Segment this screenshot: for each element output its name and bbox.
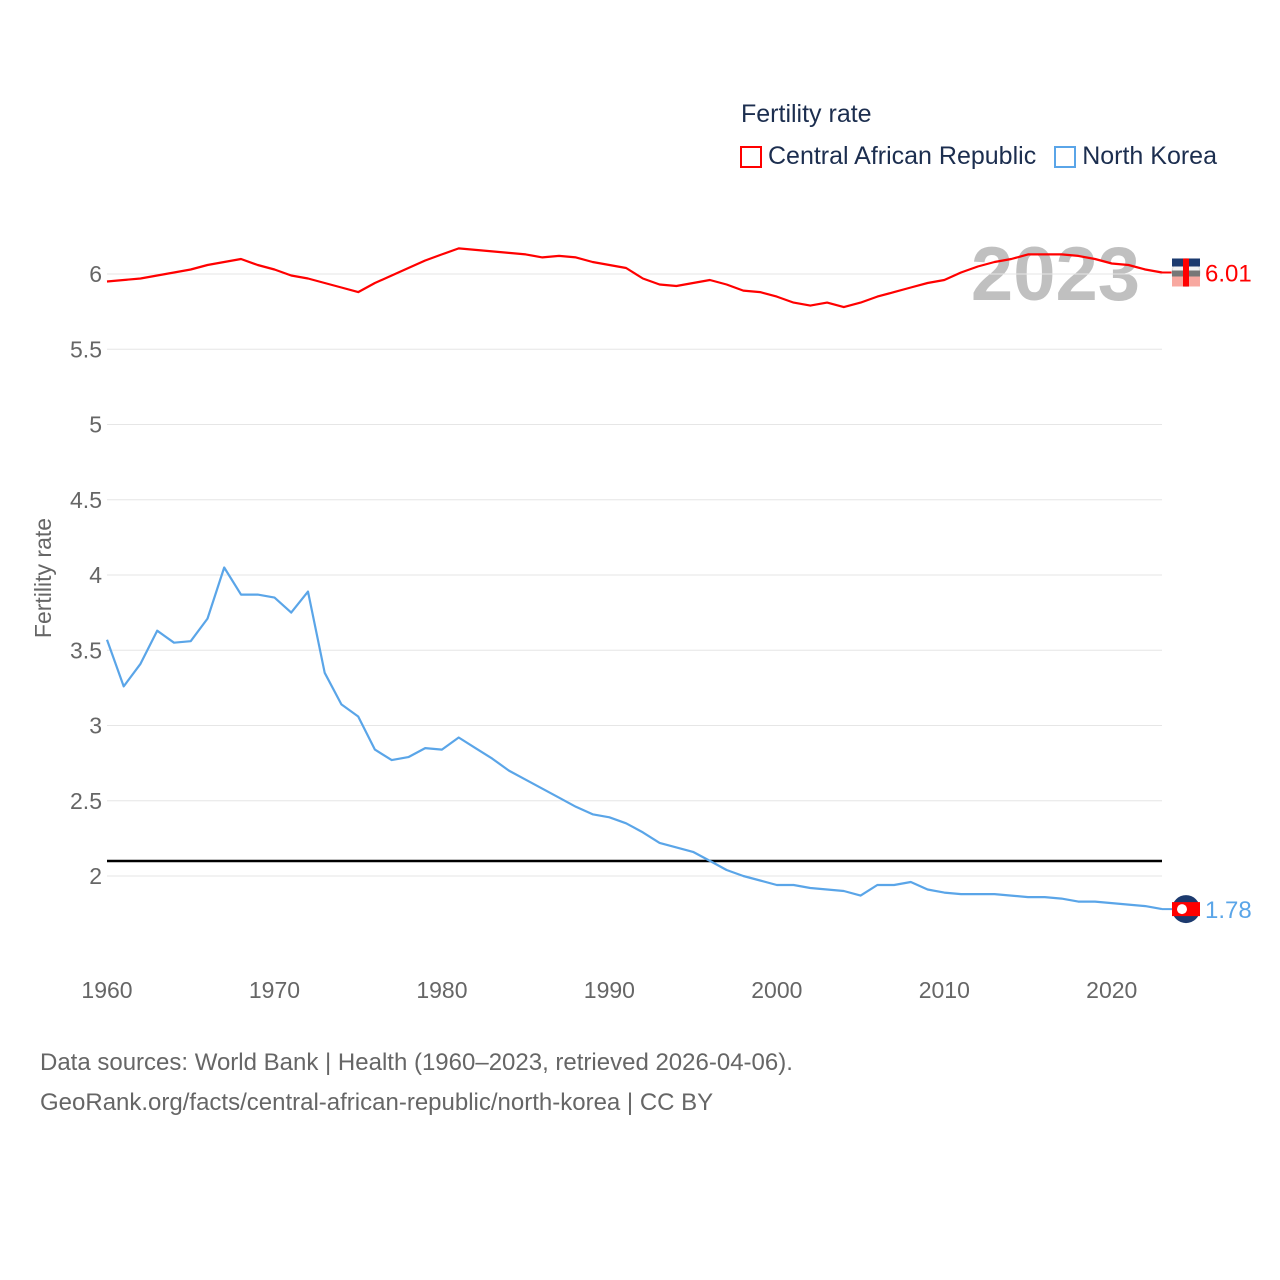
- end-value-label: 1.78: [1205, 897, 1252, 924]
- x-tick-label: 2020: [1086, 977, 1137, 1003]
- legend-title: Fertility rate: [741, 100, 872, 128]
- flag-stripe: [1183, 258, 1189, 287]
- series-line-1: [105, 566, 1163, 911]
- y-tick-label: 5: [89, 412, 102, 438]
- y-tick-label: 3: [89, 713, 102, 739]
- legend-item-north-korea[interactable]: North Korea: [1054, 142, 1217, 171]
- y-tick-label: 5.5: [70, 336, 102, 362]
- x-tick-label: 2010: [919, 977, 970, 1003]
- y-axis-label: Fertility rate: [30, 518, 56, 638]
- x-tick-label: 1980: [416, 977, 467, 1003]
- y-tick-label: 6: [89, 261, 102, 287]
- x-tick-label: 1970: [249, 977, 300, 1003]
- footer: Data sources: World Bank | Health (1960–…: [40, 1043, 793, 1123]
- source-link[interactable]: GeoRank.org/facts/central-african-republ…: [40, 1089, 714, 1116]
- legend: Central African Republic North Korea: [740, 142, 1217, 171]
- legend-swatch-north-korea: [1054, 145, 1077, 168]
- legend-item-car[interactable]: Central African Republic: [740, 142, 1036, 171]
- x-tick-label: 2000: [751, 977, 802, 1003]
- y-tick-label: 2: [89, 863, 102, 889]
- legend-swatch-car: [740, 145, 762, 168]
- x-tick-label: 1990: [584, 977, 635, 1003]
- y-tick-label: 4.5: [70, 487, 102, 513]
- flag-emblem: [1177, 904, 1187, 915]
- legend-label-car: Central African Republic: [768, 142, 1037, 170]
- y-tick-label: 3.5: [70, 637, 102, 663]
- end-value-label: 6.01: [1205, 260, 1252, 287]
- y-tick-label: 4: [89, 562, 102, 588]
- x-tick-label: 1960: [81, 977, 132, 1003]
- y-tick-label: 2.5: [70, 788, 102, 814]
- series-line-0: [106, 247, 1163, 309]
- legend-label-north-korea: North Korea: [1082, 142, 1217, 170]
- data-sources: Data sources: World Bank | Health (1960–…: [40, 1049, 793, 1076]
